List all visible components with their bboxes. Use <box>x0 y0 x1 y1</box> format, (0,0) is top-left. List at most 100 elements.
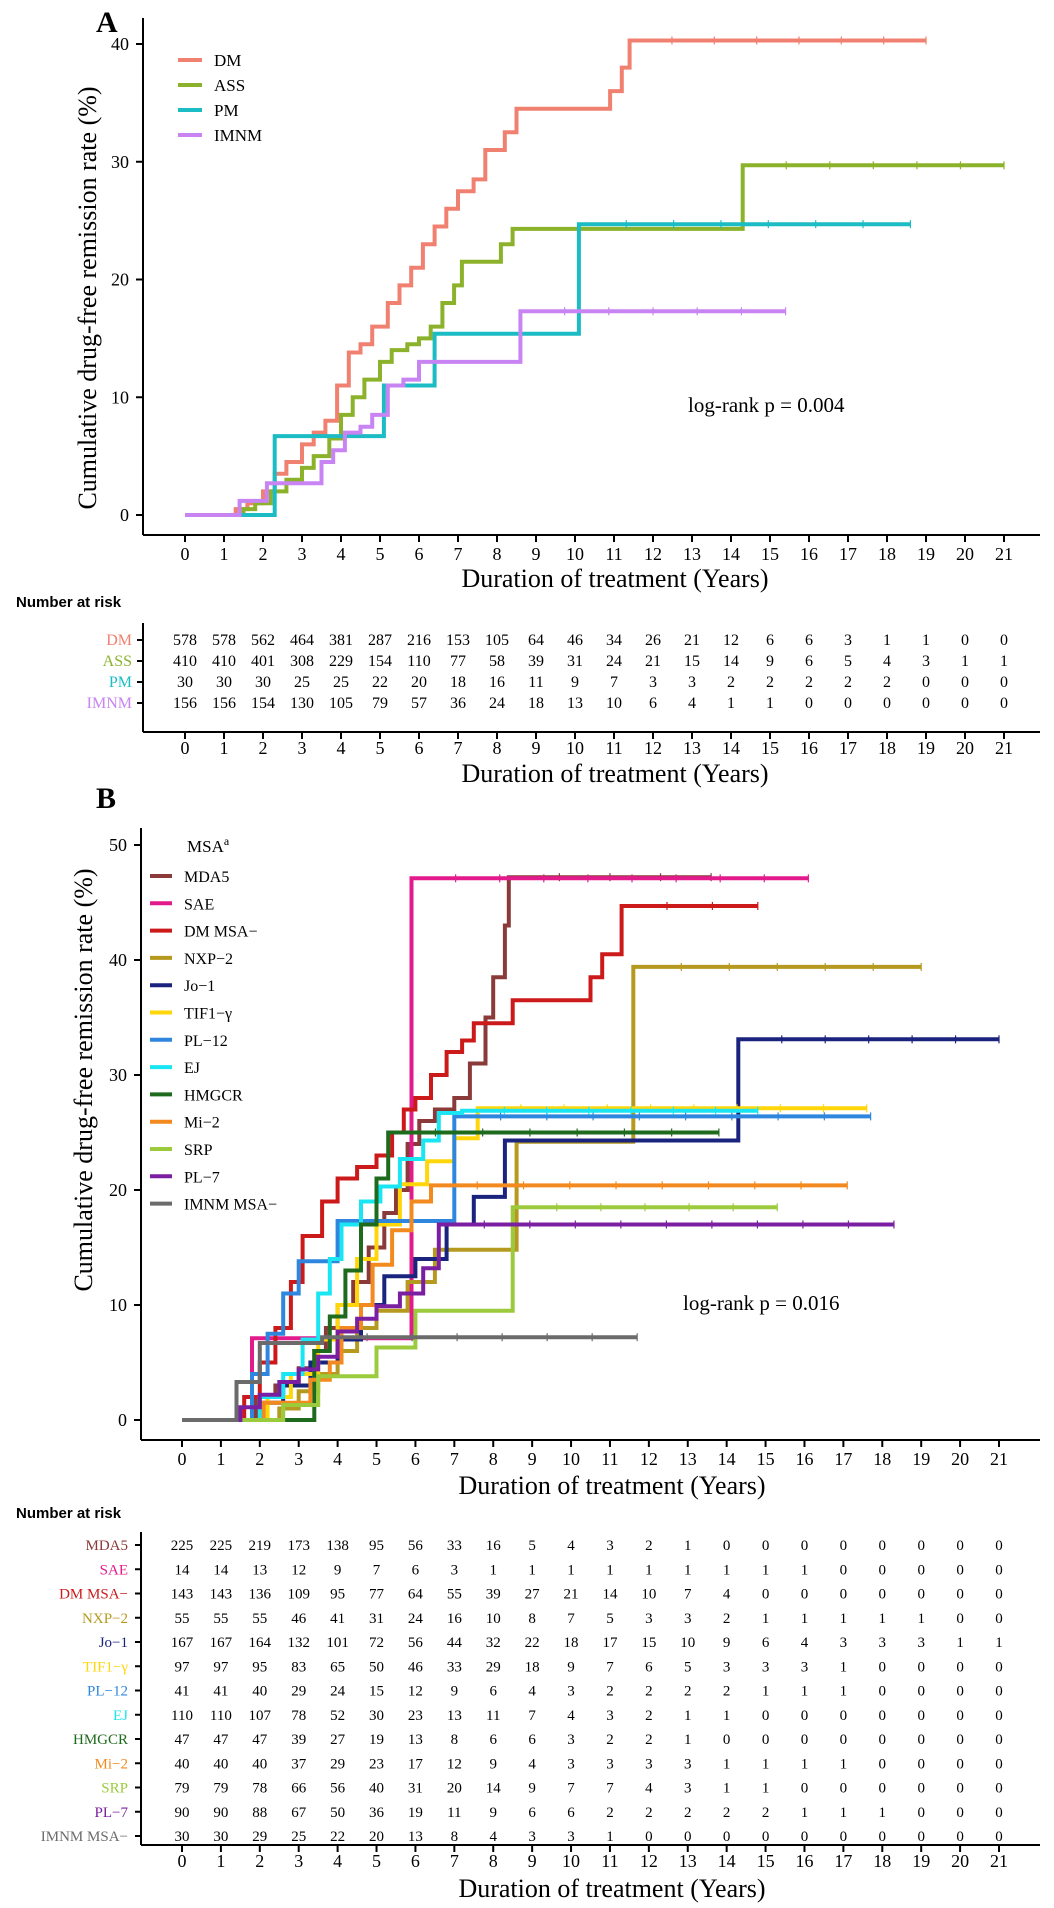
x-tick-label: 14 <box>722 544 740 564</box>
risk-value: 2 <box>805 674 813 691</box>
censor-marks-imnm <box>563 307 787 316</box>
risk-row-label: DM MSA− <box>59 1587 128 1603</box>
risk-x-tick-label: 6 <box>411 1851 420 1871</box>
legend-label: IMNM MSA− <box>184 1197 277 1214</box>
risk-row-label: Mi−2 <box>95 1756 128 1772</box>
risk-value: 0 <box>844 695 852 712</box>
risk-value: 0 <box>645 1829 653 1845</box>
risk-x-tick-label: 8 <box>489 1851 498 1871</box>
risk-value: 40 <box>213 1756 228 1772</box>
risk-value: 47 <box>213 1732 229 1748</box>
risk-value: 105 <box>485 632 509 649</box>
risk-value: 3 <box>645 1756 653 1772</box>
risk-value: 14 <box>723 653 739 670</box>
risk-value: 10 <box>606 695 622 712</box>
risk-value: 46 <box>408 1659 424 1675</box>
risk-value: 25 <box>333 674 349 691</box>
risk-value: 10 <box>486 1611 501 1627</box>
risk-x-tick-label: 11 <box>605 738 622 758</box>
risk-value: 578 <box>212 632 236 649</box>
risk-x-tick-label: 2 <box>259 738 268 758</box>
risk-value: 97 <box>175 1659 191 1675</box>
risk-row-label: IMNM <box>87 695 132 712</box>
risk-value: 1 <box>840 1611 848 1627</box>
risk-value: 41 <box>330 1611 345 1627</box>
risk-value: 0 <box>840 1829 848 1845</box>
risk-value: 15 <box>641 1635 656 1651</box>
panel-b-risk-x-axis-title: Duration of treatment (Years) <box>458 1874 765 1903</box>
risk-value: 0 <box>840 1562 848 1578</box>
risk-value: 2 <box>727 674 735 691</box>
risk-value: 19 <box>369 1732 384 1748</box>
risk-x-tick-label: 20 <box>956 738 974 758</box>
risk-value: 3 <box>688 674 696 691</box>
x-tick-label: 17 <box>839 544 857 564</box>
risk-value: 14 <box>175 1562 191 1578</box>
y-tick-label: 40 <box>111 34 129 54</box>
risk-value: 20 <box>447 1781 462 1797</box>
risk-value: 1 <box>956 1635 964 1651</box>
risk-value: 0 <box>956 1732 964 1748</box>
risk-value: 0 <box>995 1732 1003 1748</box>
risk-value: 0 <box>762 1732 770 1748</box>
censor-marks-pm <box>625 220 912 229</box>
risk-value: 6 <box>528 1805 536 1821</box>
risk-value: 12 <box>291 1562 306 1578</box>
risk-value: 1 <box>723 1562 731 1578</box>
risk-value: 7 <box>373 1562 381 1578</box>
risk-value: 15 <box>369 1684 384 1700</box>
panel-a-risk-table-title: Number at risk <box>16 594 122 611</box>
risk-value: 3 <box>645 1611 653 1627</box>
risk-value: 65 <box>330 1659 345 1675</box>
risk-value: 0 <box>801 1587 809 1603</box>
risk-value: 19 <box>408 1805 423 1821</box>
y-tick-label: 30 <box>109 1065 127 1085</box>
legend-label: MDA5 <box>184 869 229 886</box>
risk-value: 229 <box>329 653 353 670</box>
risk-value: 2 <box>844 674 852 691</box>
risk-value: 0 <box>1000 695 1008 712</box>
panel-a-risk-x-ticks: 0 1 2 3 4 5 6 7 8 9 10 11 12 13 14 15 16 17 18 19 20 21 <box>181 732 1013 758</box>
risk-value: 40 <box>175 1756 190 1772</box>
risk-value: 4 <box>489 1829 497 1845</box>
risk-value: 154 <box>368 653 392 670</box>
risk-value: 3 <box>606 1708 614 1724</box>
risk-x-tick-label: 2 <box>255 1851 264 1871</box>
risk-value: 40 <box>252 1756 267 1772</box>
risk-value: 1 <box>762 1781 770 1797</box>
risk-value: 55 <box>447 1587 462 1603</box>
risk-value: 1 <box>723 1756 731 1772</box>
risk-x-tick-label: 0 <box>181 738 190 758</box>
risk-value: 0 <box>956 1684 964 1700</box>
risk-value: 13 <box>408 1732 423 1748</box>
risk-x-tick-label: 17 <box>839 738 857 758</box>
risk-value: 110 <box>171 1708 193 1724</box>
risk-value: 156 <box>212 695 236 712</box>
risk-value: 47 <box>175 1732 191 1748</box>
risk-row-label: DM <box>106 632 132 649</box>
risk-x-tick-label: 9 <box>528 1851 537 1871</box>
risk-value: 0 <box>840 1708 848 1724</box>
risk-value: 90 <box>175 1805 190 1821</box>
y-tick-label: 50 <box>109 835 127 855</box>
risk-value: 0 <box>961 674 969 691</box>
risk-x-tick-label: 1 <box>216 1851 225 1871</box>
risk-value: 173 <box>287 1538 310 1554</box>
risk-value: 2 <box>645 1805 653 1821</box>
risk-x-tick-label: 18 <box>873 1851 891 1871</box>
risk-value: 64 <box>408 1587 424 1603</box>
risk-value: 46 <box>567 632 583 649</box>
risk-x-tick-label: 13 <box>683 738 701 758</box>
risk-value: 3 <box>451 1562 459 1578</box>
risk-value: 24 <box>606 653 622 670</box>
risk-value: 4 <box>567 1708 575 1724</box>
risk-value: 0 <box>879 1684 887 1700</box>
risk-x-tick-label: 9 <box>532 738 541 758</box>
curve-pm <box>185 222 911 517</box>
risk-value: 6 <box>762 1635 770 1651</box>
risk-value: 3 <box>917 1635 925 1651</box>
risk-value: 2 <box>684 1684 692 1700</box>
risk-value: 0 <box>922 695 930 712</box>
risk-value: 153 <box>446 632 470 649</box>
risk-value: 464 <box>290 632 314 649</box>
